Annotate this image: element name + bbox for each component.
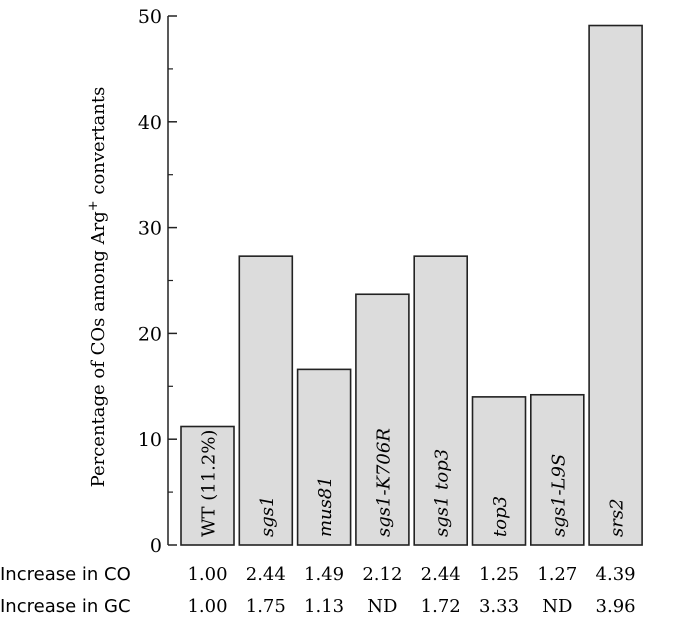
- y-axis-label-main: Percentage of COs among Arg: [88, 211, 109, 487]
- bar-category-label: sgs1-L9S: [548, 454, 569, 537]
- y-tick-label: 10: [138, 429, 162, 451]
- bar: [471, 396, 527, 546]
- bar: [529, 393, 585, 546]
- y-axis-label-superscript: +: [86, 200, 101, 211]
- row-value: 1.25: [479, 564, 519, 585]
- increase-rows: Increase in CO 1.00 2.44 1.49 2.12 2.44 1.25 1.…: [0, 564, 636, 617]
- row-value: 1.00: [187, 564, 227, 585]
- y-tick-label: 20: [138, 323, 162, 345]
- bar-category-label: sgs1-K706R: [373, 428, 394, 537]
- row-value: 1.49: [304, 564, 344, 585]
- bar-category-label: srs2: [607, 498, 628, 537]
- row-value: 1.13: [304, 596, 344, 617]
- y-tick-label: 30: [138, 218, 162, 240]
- row-value: 3.96: [596, 596, 636, 617]
- bars: [180, 24, 643, 546]
- bar-category-label: sgs1 top3: [432, 449, 453, 537]
- row-value: ND: [367, 596, 397, 617]
- bar-category-label: mus81: [315, 476, 336, 537]
- bar: [238, 255, 294, 546]
- axes: 0 10 20 30 40 50: [138, 6, 177, 557]
- row-value: ND: [542, 596, 572, 617]
- bar: [296, 368, 352, 546]
- y-tick-label: 40: [138, 112, 162, 134]
- bar: [413, 255, 469, 546]
- row-label: Increase in GC: [0, 596, 131, 617]
- bar: [355, 293, 410, 546]
- row-value: 2.12: [362, 564, 402, 585]
- bar: [180, 425, 235, 546]
- row-value: 4.39: [596, 564, 636, 585]
- bar-category-label: sgs1: [257, 496, 278, 537]
- y-axis-label: Percentage of COs among Arg+ convertants: [86, 87, 110, 488]
- row-value: 2.44: [421, 564, 461, 585]
- row-value: 1.75: [246, 596, 286, 617]
- row-value: 3.33: [479, 596, 519, 617]
- row-value: 1.27: [537, 564, 577, 585]
- bar-labels: WT (11.2%) sgs1 mus81 sgs1-K706R sgs1 top3 to…: [199, 428, 628, 537]
- y-tick-label: 0: [150, 535, 162, 557]
- y-axis-label-tail: convertants: [88, 87, 109, 201]
- y-tick-label: 50: [138, 6, 162, 28]
- row-label: Increase in CO: [0, 564, 131, 585]
- bar: [588, 24, 643, 546]
- bar-category-label: WT (11.2%): [199, 430, 220, 537]
- row-value: 2.44: [246, 564, 286, 585]
- row-value: 1.00: [187, 596, 227, 617]
- bar-category-label: top3: [490, 496, 511, 537]
- row-value: 1.72: [421, 596, 461, 617]
